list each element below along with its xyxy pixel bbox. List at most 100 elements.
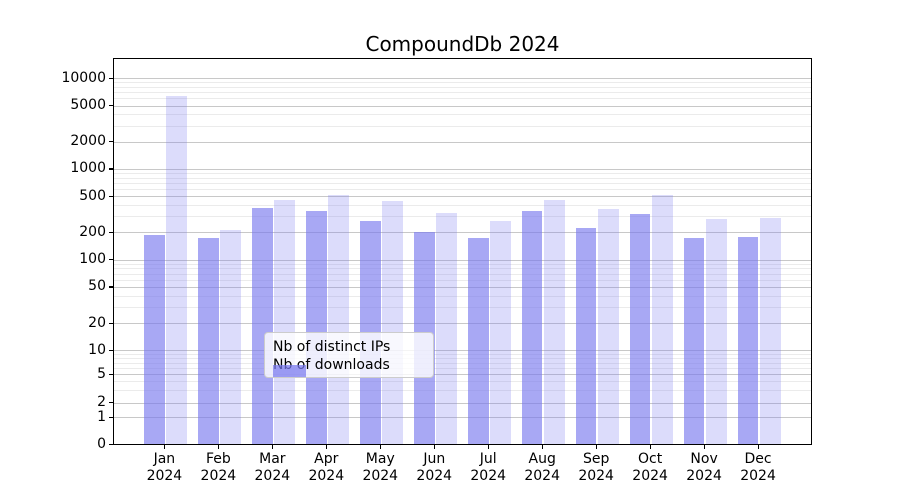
- x-tick-label-year: 2024: [524, 468, 560, 484]
- x-tick-label-year: 2024: [740, 468, 776, 484]
- bar-downloads: [435, 213, 457, 444]
- x-tick-label-year: 2024: [308, 468, 345, 484]
- y-gridline-minor: [114, 268, 811, 270]
- bar-downloads: [705, 219, 727, 444]
- legend-label: Nb of distinct IPs: [273, 339, 391, 355]
- y-gridline-major: [114, 168, 811, 170]
- bar-distinct-ips: [683, 237, 705, 444]
- x-tick-label-year: 2024: [578, 468, 614, 484]
- x-tick-mark: [163, 445, 166, 449]
- y-tick-mark: [109, 444, 113, 446]
- y-gridline-major: [114, 196, 811, 198]
- y-tick-label: 10000: [61, 69, 106, 86]
- bar-downloads: [274, 200, 295, 444]
- legend-row: Nb of downloads: [273, 356, 425, 377]
- x-tick-mark: [649, 445, 651, 449]
- y-gridline-minor: [114, 307, 811, 309]
- y-tick-label: 10: [88, 341, 106, 358]
- y-gridline-major: [114, 259, 811, 261]
- legend-swatch-downloads: [273, 365, 306, 377]
- x-tick-mark: [217, 445, 220, 449]
- y-gridline-major: [114, 402, 811, 404]
- y-tick-label: 200: [79, 223, 106, 240]
- y-gridline-minor: [114, 216, 811, 218]
- x-tick-label-year: 2024: [416, 468, 453, 484]
- y-tick-mark: [109, 259, 113, 261]
- y-tick-label: 5000: [70, 97, 106, 114]
- x-tick-label-year: 2024: [362, 468, 399, 484]
- y-tick-mark: [109, 105, 113, 107]
- x-tick-label-month: Sep: [582, 451, 610, 467]
- bar-downloads: [759, 217, 781, 444]
- x-tick-label-year: 2024: [200, 468, 237, 484]
- legend-row: Nb of distinct IPs: [273, 338, 425, 377]
- plot-area: [113, 58, 812, 445]
- bar-distinct-ips: [521, 211, 543, 444]
- x-tick-label-month: Jul: [479, 451, 497, 467]
- x-tick-label-month: May: [365, 451, 395, 467]
- y-gridline-minor: [114, 390, 811, 392]
- y-tick-label: 0: [97, 436, 106, 452]
- y-gridline-minor: [114, 87, 811, 89]
- y-gridline-minor: [114, 189, 811, 191]
- x-tick-label: Sep 2024: [556, 451, 636, 485]
- y-tick-label: 2: [97, 394, 106, 411]
- y-gridline-major: [114, 105, 811, 107]
- bar-distinct-ips: [305, 211, 327, 444]
- y-tick-mark: [109, 402, 113, 404]
- x-tick-label: Mar 2024: [232, 451, 312, 485]
- y-tick-label: 1: [97, 408, 106, 425]
- y-gridline-minor: [114, 177, 811, 179]
- bar-downloads: [381, 200, 403, 444]
- bar-downloads: [489, 220, 511, 444]
- y-tick-mark: [109, 373, 113, 375]
- x-tick-label: Oct 2024: [610, 451, 690, 485]
- bar-downloads: [597, 208, 619, 444]
- x-tick-label-month: Oct: [638, 451, 663, 467]
- y-gridline-minor: [114, 82, 811, 84]
- y-gridline-major: [114, 323, 811, 324]
- bar-distinct-ips: [575, 227, 597, 444]
- bar-downloads: [543, 199, 565, 444]
- x-tick-label-month: Jun: [423, 451, 446, 467]
- x-tick-label-month: Feb: [205, 451, 231, 467]
- x-tick-label: Nov 2024: [664, 451, 744, 485]
- bar-downloads: [651, 194, 673, 444]
- x-tick-mark: [433, 445, 435, 449]
- x-tick-mark: [703, 445, 705, 449]
- y-tick-label: 20: [88, 314, 106, 331]
- x-tick-label-month: Nov: [690, 451, 718, 467]
- y-tick-label: 2000: [70, 133, 106, 150]
- y-gridline-minor: [114, 358, 811, 360]
- x-tick-label-year: 2024: [254, 468, 291, 484]
- x-tick-label-month: Dec: [744, 451, 772, 467]
- y-gridline-minor: [114, 173, 811, 175]
- y-gridline-minor: [114, 98, 811, 100]
- x-tick-label-year: 2024: [686, 468, 722, 484]
- x-tick-label: Jun 2024: [394, 451, 474, 485]
- y-tick-mark: [109, 195, 113, 197]
- x-tick-label: Aug 2024: [502, 451, 582, 485]
- y-tick-mark: [109, 231, 113, 234]
- x-tick-label: May 2024: [340, 451, 420, 485]
- y-gridline-minor: [114, 205, 811, 207]
- bar-distinct-ips: [467, 237, 489, 444]
- y-tick-mark: [109, 77, 113, 79]
- y-gridline-minor: [114, 125, 811, 127]
- y-gridline-minor: [114, 263, 811, 265]
- y-gridline-minor: [114, 295, 811, 297]
- x-tick-label-month: Aug: [528, 451, 556, 467]
- x-tick-label: Feb 2024: [178, 451, 258, 485]
- y-tick-mark: [109, 141, 113, 143]
- x-tick-mark: [271, 445, 274, 449]
- x-tick-label-month: Mar: [259, 451, 286, 467]
- y-tick-label: 100: [79, 251, 106, 268]
- y-gridline-minor: [114, 114, 811, 116]
- bar-distinct-ips: [251, 207, 273, 444]
- chart-title: CompoundDb 2024: [365, 32, 560, 56]
- y-tick-mark: [109, 416, 113, 418]
- x-tick-label: Dec 2024: [718, 451, 798, 485]
- y-tick-mark: [109, 286, 113, 288]
- x-tick-label: Apr 2024: [286, 451, 366, 485]
